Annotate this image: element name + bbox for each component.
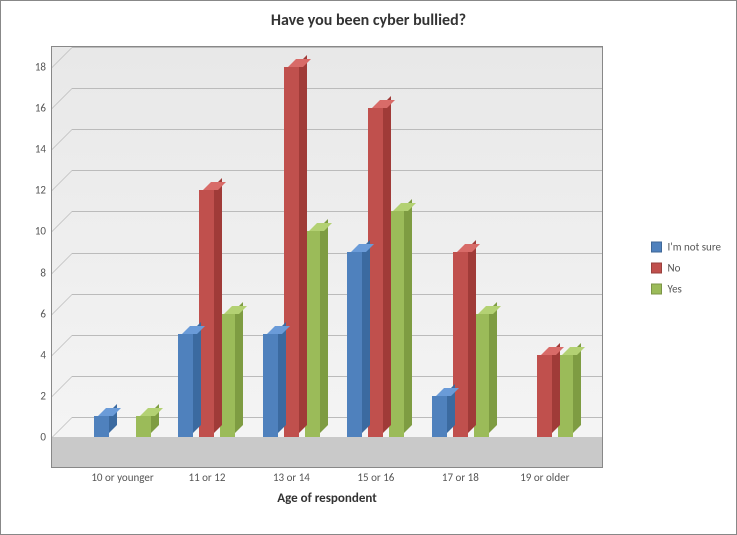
y-tick-label: 2 (40, 389, 46, 402)
y-tick-label: 0 (40, 431, 46, 444)
bar (199, 190, 214, 437)
gridline-side (52, 129, 72, 151)
gridline-side (52, 88, 72, 110)
bar (94, 416, 109, 437)
legend-swatch (651, 262, 662, 273)
y-tick-label: 12 (35, 184, 46, 197)
legend-item: Yes (651, 282, 721, 295)
gridline-side (52, 417, 72, 439)
bar (389, 211, 404, 437)
x-tick-label: 15 or 16 (357, 471, 394, 484)
bar (178, 334, 193, 437)
bar (305, 231, 320, 437)
x-tick-label: 10 or younger (91, 471, 153, 484)
gridline (72, 170, 602, 171)
gridline (72, 47, 602, 48)
chart-title: Have you been cyber bullied? (1, 11, 736, 30)
gridline-side (52, 211, 72, 233)
y-tick-label: 8 (40, 266, 46, 279)
bar (368, 108, 383, 437)
x-tick-label: 11 or 12 (188, 471, 225, 484)
bar (537, 355, 552, 437)
legend-item: No (651, 261, 721, 274)
chart-container: Have you been cyber bullied? Age of resp… (0, 0, 737, 535)
gridline-side (52, 376, 72, 398)
gridline-side (52, 170, 72, 192)
legend-swatch (651, 283, 662, 294)
legend-label: No (668, 261, 681, 274)
legend-label: Yes (668, 282, 682, 295)
bar (347, 252, 362, 437)
gridline (72, 335, 602, 336)
y-tick-label: 6 (40, 307, 46, 320)
legend-swatch (651, 241, 662, 252)
y-tick-label: 4 (40, 348, 46, 361)
gridline-side (52, 253, 72, 275)
x-tick-label: 17 or 18 (442, 471, 479, 484)
bar (474, 314, 489, 437)
gridline (72, 253, 602, 254)
legend-label: I'm not sure (668, 240, 721, 253)
x-axis-label: Age of respondent (52, 491, 602, 506)
gridline-side (52, 294, 72, 316)
legend-item: I'm not sure (651, 240, 721, 253)
bar (558, 355, 573, 437)
gridline-side (52, 47, 72, 69)
bar (453, 252, 468, 437)
y-tick-label: 14 (35, 143, 46, 156)
y-tick-label: 10 (35, 225, 46, 238)
bar (136, 416, 151, 437)
legend: I'm not sure No Yes (651, 232, 721, 303)
x-tick-label: 13 or 14 (273, 471, 310, 484)
plot-floor (52, 437, 602, 467)
y-tick-label: 16 (35, 102, 46, 115)
y-tick-label: 18 (35, 61, 46, 74)
bar (263, 334, 278, 437)
gridline-side (52, 335, 72, 357)
gridline (72, 376, 602, 377)
bar (284, 67, 299, 437)
plot-area: Age of respondent 02468101214161810 or y… (51, 46, 603, 468)
bar (432, 396, 447, 437)
gridline (72, 211, 602, 212)
gridline (72, 294, 602, 295)
bar (220, 314, 235, 437)
gridline (72, 88, 602, 89)
gridline (72, 129, 602, 130)
x-tick-label: 19 or older (520, 471, 569, 484)
